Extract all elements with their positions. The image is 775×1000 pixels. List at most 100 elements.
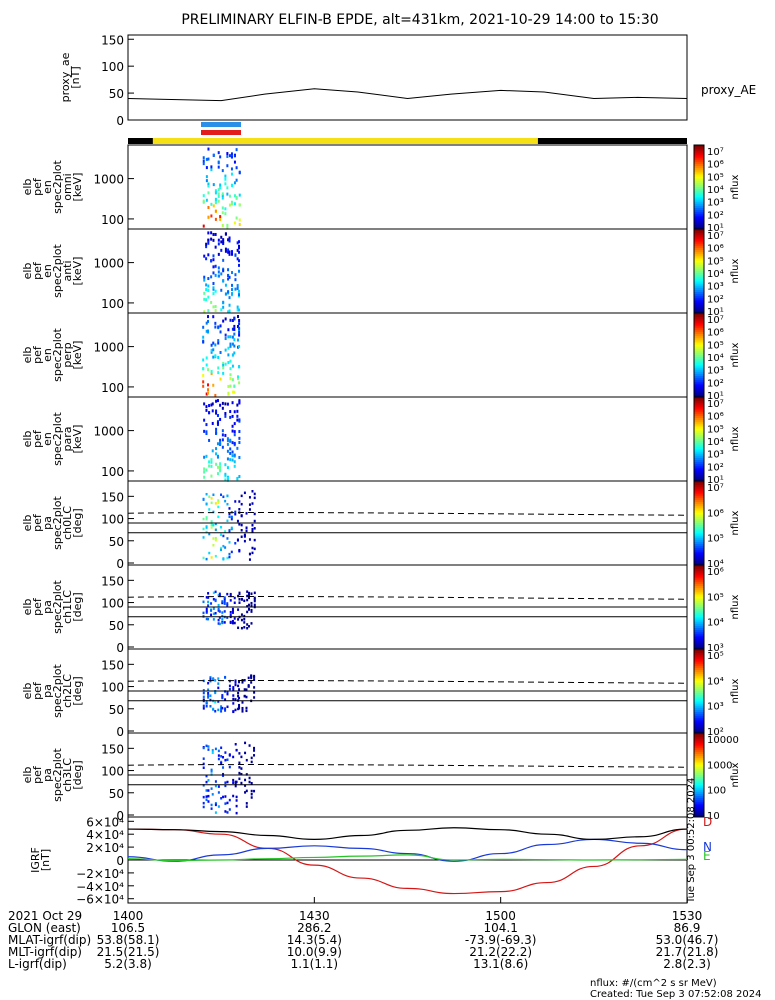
panel-ylabel-line: pa [41,516,54,530]
footer-value: 53.8(58.1) [97,933,160,947]
colorbar-step [694,247,704,251]
spectrogram-cell [202,325,205,329]
spectrogram-cell [214,599,217,603]
spectrogram-cell [240,494,243,498]
spectrogram-cell [227,353,230,357]
spectrogram-cell [221,600,224,603]
spectrogram-cell [222,361,225,365]
spectrogram-cell [250,792,253,796]
spectrogram-cell [233,453,236,457]
spectrogram-cell [220,707,223,711]
spectrogram-cell [226,442,229,446]
colorbar-step [694,245,704,249]
spectrogram-cell [203,297,206,301]
spectrogram-cell [237,626,240,630]
spectrogram-cell [226,692,229,696]
colorbar-tick-label: 10³ [707,282,724,293]
footer-row-label: MLAT-igrf(dip) [8,933,91,947]
footer-value: 1400 [113,909,144,923]
panel-3: 1000100elbpefenspec2plotpara[keV]10⁷10⁶1… [21,396,741,486]
spectrogram-cell [253,547,256,551]
colorbar-tick-label: 10³ [707,198,724,209]
colorbar-step [694,670,704,673]
spectrogram-cell [227,273,230,277]
igrf-ylabel-line: IGRF [29,847,42,873]
colorbar-step [694,644,704,648]
colorbar-tick-label: 10⁵ [707,340,724,351]
spectrogram-cell [238,680,241,684]
colorbar-step [694,550,704,553]
panel-ylabel-line: para [61,427,74,452]
panel-ylabel-line: ch3LC [61,758,74,792]
spectrogram-cell [238,365,241,369]
spectrogram-cell [220,762,223,765]
igrf-tick-label: 6×10⁴ [86,815,124,829]
spectrogram-cell [208,532,211,536]
spectrogram-cell [205,795,208,798]
spectrogram-cell [212,591,215,595]
spectrogram-cell [205,432,208,436]
spectrogram-cell [228,515,231,518]
spectrogram-cell [202,384,205,388]
spectrogram-cell [210,372,213,376]
spectrogram-cell [224,412,227,416]
spectrogram-cell [227,346,230,350]
colorbar-step [694,720,704,723]
spectrogram-cell [203,418,206,422]
spectrogram-cell [205,701,208,705]
panel-ylabel-line: elb [21,515,34,532]
spectrogram-cell [205,245,208,249]
panel-frame [127,312,688,398]
spectrogram-cell [224,795,227,798]
spectrogram-cell [219,186,222,190]
spectrogram-cell [214,554,217,558]
spectrogram-cell [223,596,226,599]
colorbar-step [694,592,704,595]
colorbar-step [694,489,704,492]
spectrogram-cell [248,552,251,556]
spectrogram-cell [233,324,236,328]
spectrogram-cell [228,754,231,757]
spectrogram-cell [232,778,235,782]
spectrogram-cell [245,706,248,710]
colorbar-label: nflux [730,678,741,703]
spectrogram-cell [207,789,210,792]
spectrogram-cell [233,621,236,625]
spectrogram-cell [224,283,227,287]
colorbar-step [694,462,704,465]
colorbar-step [694,775,704,778]
colorbar-step [694,565,704,568]
spectrogram-cell [238,703,241,707]
spectrogram-cell [251,528,254,531]
plot-title: PRELIMINARY ELFIN-B EPDE, alt=431km, 202… [181,12,658,28]
spectrogram-cell [237,315,240,319]
spectrogram-cell [226,402,229,406]
colorbar-step [694,346,704,350]
colorbar-step [694,659,704,663]
spectrogram-cell [210,231,213,235]
colorbar-step [694,413,704,417]
colorbar-step [694,712,704,715]
spectrogram-cell [210,787,213,790]
spectrogram-cell [207,147,210,151]
footer-table: 2021 Oct 29 1400 1430 1500 1530 GLON (east) 10… [8,897,718,971]
spectrogram-cell [224,232,227,236]
spectrogram-cell [221,211,224,215]
spectrogram-cell [214,691,217,695]
spectrogram-cell [226,449,229,453]
colorbar-step [694,495,704,499]
spectrogram-cell [231,292,234,296]
spectrogram-cell [202,746,205,750]
spectrogram-cell [227,310,230,314]
spectrogram-cell [228,250,231,254]
colorbar-step [694,218,704,222]
spectrogram-cell [233,596,236,600]
colorbar-step [694,663,704,667]
proxy-ae-tick-label: 50 [109,87,124,101]
spectrogram-cell [214,538,217,542]
spectrogram-cell [203,310,206,314]
spectrogram-cell [205,392,208,396]
footer-row-label: L-igrf(dip) [8,957,67,971]
panel-ylabel-line: pa [41,768,54,782]
spectrogram-cell [214,343,217,347]
